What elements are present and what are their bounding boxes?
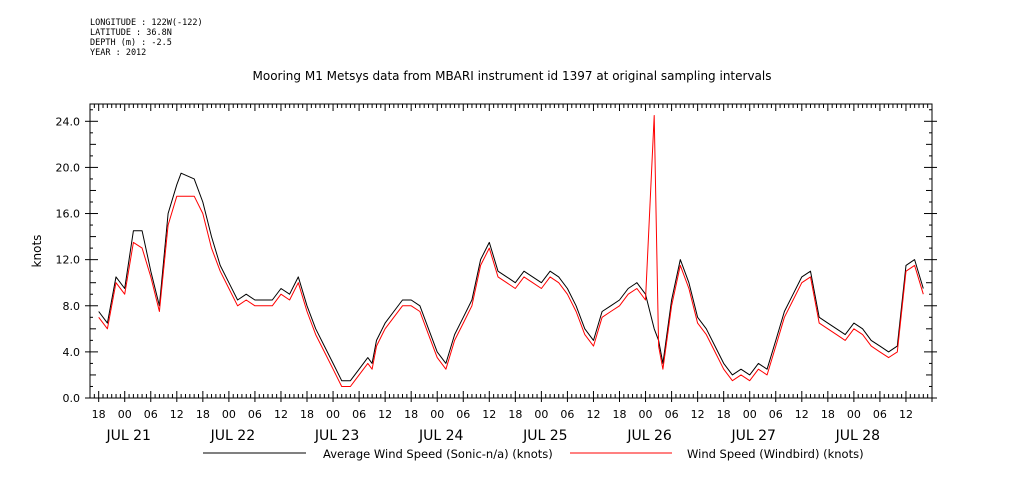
x-tick-label: 18 (613, 408, 627, 421)
day-label: JUL 27 (730, 428, 775, 444)
x-tick-label: 12 (378, 408, 392, 421)
x-tick-label: 18 (717, 408, 731, 421)
x-tick-label: 06 (456, 408, 470, 421)
x-tick-label: 06 (352, 408, 366, 421)
x-tick-label: 00 (743, 408, 757, 421)
x-tick-label: 00 (534, 408, 548, 421)
x-tick-label: 12 (586, 408, 600, 421)
legend: Average Wind Speed (Sonic-n/a) (knots) W… (203, 447, 864, 461)
x-tick-label: 00 (222, 408, 236, 421)
x-tick-label: 00 (430, 408, 444, 421)
day-labels: JUL 21 JUL 22 JUL 23 JUL 24 JUL 25 JUL 26 JUL … (105, 428, 880, 444)
x-tick-label: 18 (92, 408, 106, 421)
y-tick-label: 12.0 (56, 254, 81, 267)
x-tick-label: 00 (847, 408, 861, 421)
latitude-text: LATITUDE : 36.8N (90, 28, 172, 38)
legend-label-average: Average Wind Speed (Sonic-n/a) (knots) (323, 447, 553, 461)
x-tick-label: 12 (899, 408, 913, 421)
x-tick-label: 00 (118, 408, 132, 421)
x-tick-label: 12 (691, 408, 705, 421)
day-label: JUL 23 (314, 428, 359, 444)
x-tick-label: 06 (769, 408, 783, 421)
longitude-text: LONGITUDE : 122W(-122) (90, 18, 203, 28)
y-tick-labels: 0.0 4.0 8.0 12.0 16.0 20.0 24.0 (56, 115, 81, 405)
x-tick-label: 06 (665, 408, 679, 421)
chart-title: Mooring M1 Metsys data from MBARI instru… (253, 69, 772, 83)
x-tick-label: 00 (639, 408, 653, 421)
day-label: JUL 25 (522, 428, 567, 444)
y-tick-label: 8.0 (63, 300, 81, 313)
x-tick-label: 18 (300, 408, 314, 421)
x-tick-label: 06 (144, 408, 158, 421)
series-lines (98, 115, 924, 387)
y-tick-label: 20.0 (56, 161, 81, 174)
day-label: JUL 28 (835, 428, 880, 444)
x-tick-labels: 18 00 06 12 18 00 06 12 18 00 06 12 18 00 06 12 18 00 06 12… (92, 408, 913, 421)
x-tick-label: 06 (873, 408, 887, 421)
x-tick-label: 18 (404, 408, 418, 421)
x-tick-label: 18 (196, 408, 210, 421)
x-tick-label: 06 (560, 408, 574, 421)
x-tick-label: 18 (508, 408, 522, 421)
x-tick-label: 06 (248, 408, 262, 421)
y-tick-label: 0.0 (63, 392, 81, 405)
legend-label-windbird: Wind Speed (Windbird) (knots) (687, 447, 864, 461)
x-tick-label: 12 (274, 408, 288, 421)
x-tick-label: 12 (170, 408, 184, 421)
depth-text: DEPTH (m) : -2.5 (90, 38, 172, 48)
y-axis-label: knots (30, 235, 44, 268)
day-label: JUL 22 (210, 428, 255, 444)
year-text: YEAR : 2012 (90, 48, 147, 58)
y-tick-label: 16.0 (56, 208, 81, 221)
day-label: JUL 21 (105, 428, 150, 444)
x-tick-label: 00 (326, 408, 340, 421)
axis-ticks (85, 104, 937, 402)
x-tick-label: 18 (821, 408, 835, 421)
day-label: JUL 26 (626, 428, 672, 444)
y-tick-label: 24.0 (56, 115, 81, 128)
metadata-block: LONGITUDE : 122W(-122) LATITUDE : 36.8N … (90, 18, 203, 58)
x-tick-label: 12 (482, 408, 496, 421)
series-line-average-wind-speed (98, 172, 924, 382)
y-tick-label: 4.0 (63, 346, 81, 359)
series-line-windbird-wind-speed (98, 115, 924, 387)
day-label: JUL 24 (418, 428, 464, 444)
x-tick-label: 12 (795, 408, 809, 421)
